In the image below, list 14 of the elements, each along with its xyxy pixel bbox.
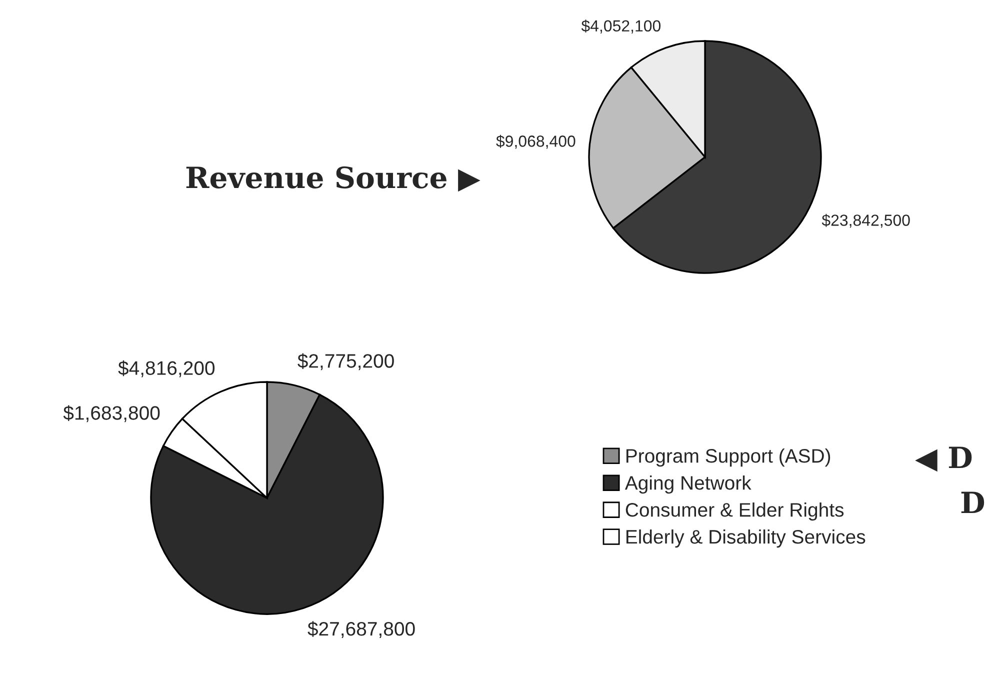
text: Revenue Source ▶ bbox=[186, 166, 480, 192]
data-label: $9,068,400 bbox=[496, 134, 576, 149]
data-label: $4,052,100 bbox=[581, 20, 661, 34]
data-label: $1,683,800 bbox=[63, 405, 160, 422]
data-label: $27,687,800 bbox=[308, 621, 415, 638]
legend-label: Elderly & Disability Services bbox=[626, 529, 866, 548]
data-label: $2,775,200 bbox=[298, 353, 394, 370]
legend-label: Consumer & Elder Rights bbox=[626, 502, 844, 521]
data-label: $23,842,500 bbox=[822, 214, 910, 228]
data-label: $4,816,200 bbox=[118, 360, 215, 378]
legend-label: Program Support (ASD) bbox=[626, 448, 830, 467]
text: D bbox=[961, 492, 984, 514]
legend-label: Aging Network bbox=[624, 476, 752, 494]
text: ◀ D bbox=[915, 446, 972, 472]
